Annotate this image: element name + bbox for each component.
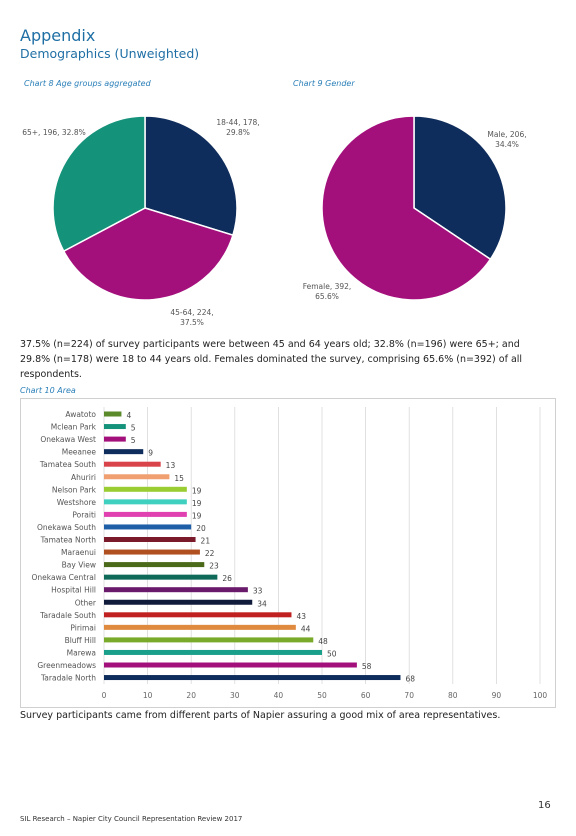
data-label: 44 — [301, 624, 311, 633]
pie-slice — [52, 115, 146, 253]
y-tick-label: Taradale South — [39, 611, 96, 620]
page-number: 16 — [538, 800, 551, 811]
x-tick-label: 70 — [404, 691, 414, 700]
bar — [104, 662, 357, 668]
bar — [104, 537, 196, 542]
y-tick-label: Mclean Park — [51, 423, 97, 432]
data-label: 5 — [131, 424, 136, 433]
data-label: 45-64, 224, 37.5% — [170, 308, 214, 327]
pie-slice — [62, 207, 234, 301]
data-label: 26 — [222, 574, 232, 583]
data-label: 33 — [253, 587, 263, 596]
data-label: 13 — [166, 461, 176, 470]
data-label: 43 — [296, 612, 306, 621]
x-tick-label: 0 — [102, 691, 107, 700]
pie-charts — [52, 115, 507, 301]
bar — [104, 612, 292, 618]
data-label: 19 — [192, 511, 202, 520]
title: Appendix — [20, 26, 96, 45]
bar — [104, 486, 187, 492]
y-tick-label: Onekawa West — [40, 435, 96, 444]
bar — [104, 511, 187, 517]
y-tick-label: Onekawa Central — [31, 573, 96, 582]
data-label: 21 — [201, 537, 211, 546]
bar — [104, 436, 126, 442]
y-tick-label: Maraenui — [61, 548, 96, 557]
bar — [104, 599, 253, 605]
pie-slice — [413, 115, 507, 261]
bar — [104, 424, 126, 430]
bar — [104, 474, 170, 480]
y-tick-label: Nelson Park — [52, 485, 97, 494]
bar — [104, 675, 401, 681]
y-tick-label: Ahuriri — [71, 473, 96, 482]
y-tick-label: Bluff Hill — [65, 636, 96, 645]
data-label: 19 — [192, 486, 202, 495]
x-tick-label: 40 — [274, 691, 284, 700]
paragraph: 37.5% (n=224) of survey participants wer… — [20, 339, 523, 380]
data-label: 50 — [327, 649, 337, 658]
x-tick-label: 30 — [230, 691, 240, 700]
y-tick-label: Meeanee — [62, 448, 97, 457]
y-tick-label: Tamatea North — [40, 536, 97, 545]
data-label: 9 — [148, 449, 153, 458]
data-label: Male, 206, 34.4% — [487, 130, 527, 149]
bar — [104, 499, 187, 505]
y-tick-label: Pirimai — [70, 623, 96, 632]
x-tick-label: 80 — [448, 691, 458, 700]
bar-chart: 0 10 20 30 40 50 60 70 80 90 100 Awatoto 4 Mclean Par… — [20, 398, 556, 708]
bar — [104, 649, 322, 655]
x-tick-label: 100 — [533, 691, 548, 700]
data-label: 65+, 196, 32.8% — [22, 128, 86, 137]
bar — [104, 637, 314, 643]
subtitle: Demographics (Unweighted) — [20, 46, 200, 61]
bar — [104, 524, 192, 530]
data-label: 68 — [405, 675, 415, 684]
bar — [104, 461, 161, 467]
bar — [104, 562, 205, 568]
data-label: 58 — [362, 662, 372, 671]
y-tick-label: Westshore — [57, 498, 97, 507]
bar — [104, 411, 122, 417]
bar — [104, 449, 144, 455]
data-label: 48 — [318, 637, 328, 646]
data-label: 22 — [205, 549, 215, 558]
paragraph: Survey participants came from different … — [20, 710, 501, 721]
bar — [104, 549, 200, 555]
y-tick-label: Other — [75, 598, 97, 607]
data-label: 4 — [126, 411, 131, 420]
data-label: 23 — [209, 562, 219, 571]
pie-slice — [321, 115, 492, 301]
chart-caption: Chart 8 Age groups aggregated — [24, 79, 151, 88]
x-tick-label: 90 — [492, 691, 502, 700]
data-label: 34 — [257, 599, 267, 608]
y-tick-label: Onekawa South — [37, 523, 96, 532]
x-tick-label: 10 — [143, 691, 153, 700]
y-tick-label: Bay View — [62, 561, 96, 570]
y-tick-label: Marewa — [67, 648, 96, 657]
bar — [104, 587, 248, 593]
pie-slice — [144, 115, 238, 237]
y-tick-label: Awatoto — [65, 410, 96, 419]
data-label: 15 — [174, 474, 184, 483]
bar — [104, 574, 218, 580]
y-tick-label: Tamatea South — [39, 460, 96, 469]
bar — [104, 624, 296, 630]
y-tick-label: Hospital Hill — [51, 586, 96, 595]
data-label: 20 — [196, 524, 206, 533]
data-label: 18-44, 178, 29.8% — [216, 118, 260, 137]
x-tick-label: 50 — [317, 691, 327, 700]
chart-caption: Chart 9 Gender — [293, 79, 355, 88]
chart-caption: Chart 10 Area — [20, 386, 76, 395]
data-label: 19 — [192, 499, 202, 508]
y-tick-label: Greenmeadows — [37, 661, 96, 670]
x-tick-label: 20 — [186, 691, 196, 700]
data-label: Female, 392, 65.6% — [302, 282, 352, 301]
x-tick-label: 60 — [361, 691, 371, 700]
y-tick-label: Poraiti — [72, 510, 96, 519]
footer: SIL Research – Napier City Council Repre… — [20, 815, 243, 823]
data-label: 5 — [131, 436, 136, 445]
y-tick-label: Taradale North — [40, 674, 96, 683]
